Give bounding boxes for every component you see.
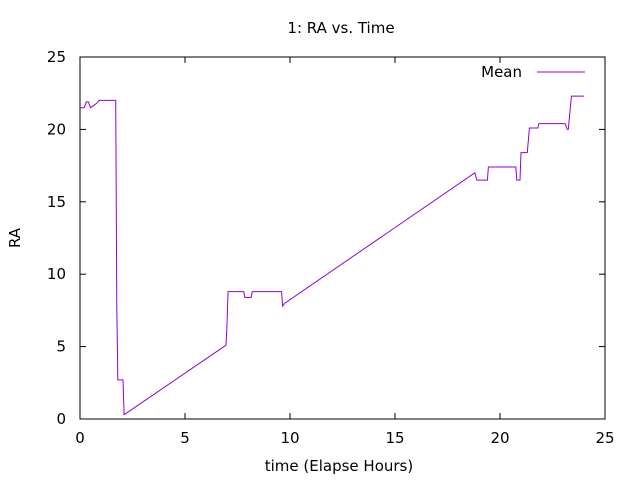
x-tick-label: 10 <box>280 429 299 447</box>
y-axis-label: RA <box>6 227 24 248</box>
axis-ticks <box>79 56 606 420</box>
y-tick-label: 15 <box>47 193 66 211</box>
x-axis-label: time (Elapse Hours) <box>265 457 413 475</box>
legend: Mean <box>481 63 585 81</box>
y-tick-label: 20 <box>47 120 66 138</box>
x-tick-label: 5 <box>180 429 190 447</box>
chart-title: 1: RA vs. Time <box>287 19 394 37</box>
legend-label: Mean <box>481 63 522 81</box>
plot-frame <box>79 56 606 420</box>
y-tick-label: 5 <box>56 338 66 356</box>
x-tick-label: 25 <box>595 429 614 447</box>
series-line-0 <box>80 95 584 416</box>
x-tick-label: 20 <box>490 429 509 447</box>
series-lines <box>80 95 584 416</box>
x-tick-label: 15 <box>385 429 404 447</box>
x-tick-label: 0 <box>75 429 85 447</box>
tick-labels: 0 5 10 15 20 25 0 5 10 15 20 25 <box>47 48 615 447</box>
y-tick-label: 10 <box>47 265 66 283</box>
y-tick-label: 0 <box>56 410 66 428</box>
y-tick-label: 25 <box>47 48 66 66</box>
